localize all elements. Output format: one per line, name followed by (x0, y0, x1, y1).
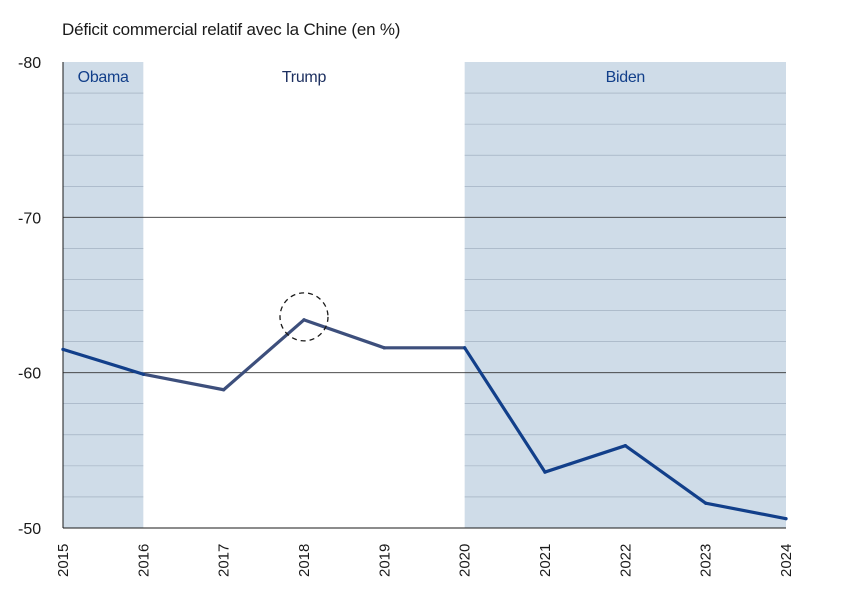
y-tick-label: -70 (18, 210, 41, 227)
y-tick-label: -60 (18, 366, 41, 383)
line-segment (704, 501, 788, 521)
x-tick-label: 2020 (457, 544, 474, 577)
data-point (302, 318, 306, 322)
series (61, 292, 788, 521)
line-segment (61, 347, 145, 376)
axes (62, 62, 786, 529)
line-segment (141, 372, 226, 392)
period-bands (63, 62, 786, 528)
x-tick-label: 2022 (617, 544, 634, 577)
grid-lines (63, 92, 786, 498)
band-label-trump: Trump (282, 69, 327, 86)
x-tick-label: 2024 (778, 544, 795, 577)
chart-title: Déficit commercial relatif avec la Chine… (62, 20, 401, 39)
y-tick-label: -80 (18, 55, 41, 72)
x-tick-label: 2023 (698, 544, 715, 577)
x-tick-label: 2015 (55, 544, 72, 577)
data-point (61, 347, 65, 351)
data-point (784, 517, 788, 521)
x-tick-label: 2019 (376, 544, 393, 577)
y-tick-label: -50 (18, 521, 41, 538)
line-segment (463, 346, 547, 474)
data-point (704, 501, 708, 505)
line-segment (222, 318, 306, 392)
x-tick-label: 2021 (537, 544, 554, 577)
data-point (222, 388, 226, 392)
line-segment (623, 444, 708, 505)
x-tick-label: 2018 (296, 544, 313, 577)
data-point (382, 346, 386, 350)
data-point (543, 470, 547, 474)
x-tick-label: 2017 (216, 544, 233, 577)
highlight-circle (279, 292, 329, 342)
line-segment (302, 318, 386, 350)
data-point (463, 346, 467, 350)
labels: -80 -70 -60 -50 2015 2016 2017 2018 2019 2020 2021… (18, 55, 795, 577)
line-segment (543, 444, 627, 474)
band-label-biden: Biden (606, 69, 645, 86)
band-label-obama: Obama (78, 69, 129, 86)
band-biden (464, 62, 786, 528)
data-point (623, 444, 627, 448)
x-tick-label: 2016 (135, 544, 152, 577)
band-obama (63, 62, 144, 528)
data-point (141, 372, 145, 376)
